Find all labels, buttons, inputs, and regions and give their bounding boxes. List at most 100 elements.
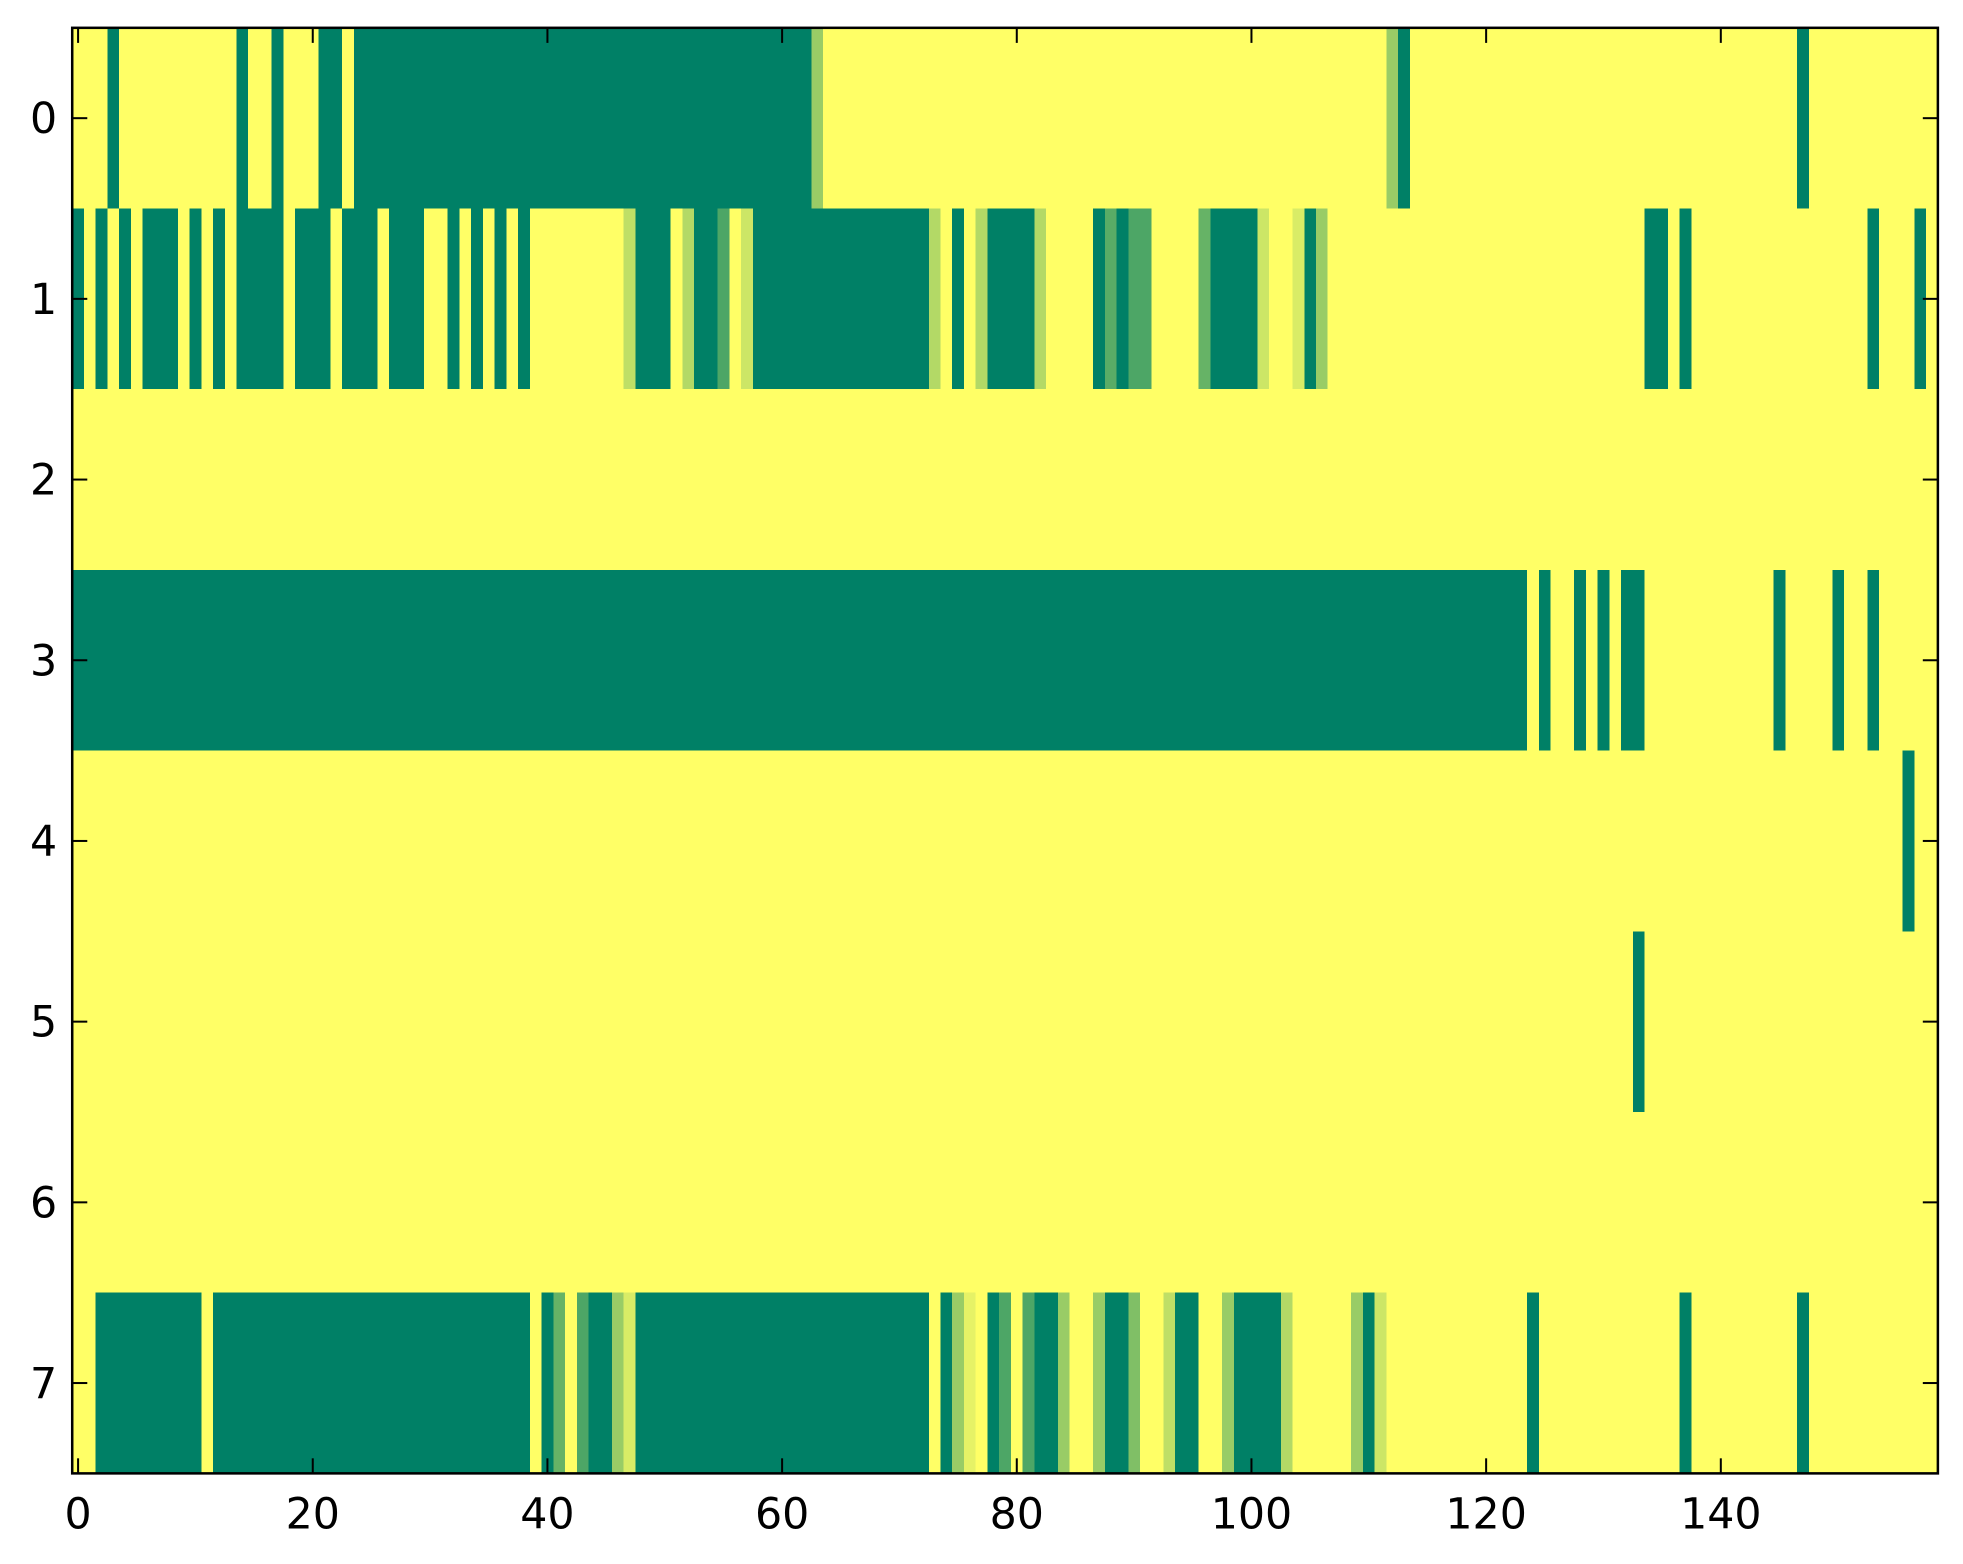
cell bbox=[1374, 750, 1388, 933]
cell bbox=[1644, 1111, 1658, 1294]
cell bbox=[963, 750, 977, 933]
cell bbox=[1386, 27, 1399, 210]
cell bbox=[248, 931, 261, 1113]
cell bbox=[1175, 1292, 1188, 1475]
cell bbox=[1374, 1292, 1388, 1475]
cell bbox=[917, 1292, 930, 1475]
cell bbox=[1362, 1292, 1376, 1475]
x-tick-label: 20 bbox=[286, 1490, 340, 1540]
cell bbox=[1409, 1292, 1423, 1475]
cell bbox=[717, 750, 731, 933]
cell bbox=[482, 1292, 496, 1475]
cell bbox=[823, 569, 836, 752]
cell bbox=[189, 1292, 203, 1475]
cell bbox=[870, 931, 883, 1113]
cell bbox=[1703, 389, 1716, 571]
cell bbox=[435, 1292, 449, 1475]
cell bbox=[1574, 389, 1587, 571]
cell bbox=[1139, 27, 1153, 210]
cell bbox=[1186, 389, 1200, 571]
cell bbox=[1409, 931, 1423, 1113]
cell bbox=[1421, 750, 1435, 933]
cell bbox=[1456, 208, 1470, 390]
cell bbox=[1386, 1292, 1399, 1475]
cell bbox=[236, 1292, 249, 1475]
cell bbox=[1503, 1111, 1517, 1294]
cell bbox=[1104, 208, 1118, 390]
cell bbox=[1656, 208, 1669, 390]
cell bbox=[1245, 931, 1259, 1113]
cell bbox=[917, 569, 930, 752]
cell bbox=[846, 27, 860, 210]
cell bbox=[1175, 1111, 1188, 1294]
cell bbox=[1527, 569, 1540, 752]
cell bbox=[1562, 1111, 1575, 1294]
cell bbox=[834, 569, 848, 752]
cell bbox=[330, 931, 343, 1113]
cell bbox=[1515, 1292, 1528, 1475]
cell bbox=[893, 389, 907, 571]
cell bbox=[1034, 931, 1047, 1113]
cell bbox=[1879, 750, 1892, 933]
cell bbox=[1351, 1292, 1364, 1475]
x-tick-label: 120 bbox=[1445, 1490, 1526, 1540]
cell bbox=[1890, 1111, 1904, 1294]
cell bbox=[588, 389, 601, 571]
cell bbox=[1210, 1111, 1223, 1294]
cell bbox=[1269, 931, 1282, 1113]
cell bbox=[846, 750, 860, 933]
cell bbox=[541, 931, 555, 1113]
cell bbox=[905, 208, 918, 390]
cell bbox=[928, 1111, 942, 1294]
cell bbox=[447, 208, 461, 390]
cell bbox=[623, 1111, 637, 1294]
cell bbox=[1668, 27, 1681, 210]
cell bbox=[1116, 1292, 1130, 1475]
cell bbox=[1386, 569, 1399, 752]
cell bbox=[623, 569, 637, 752]
cell bbox=[928, 389, 942, 571]
cell bbox=[1585, 931, 1599, 1113]
cell bbox=[1104, 1292, 1118, 1475]
cell bbox=[1914, 750, 1927, 933]
cell bbox=[494, 750, 508, 933]
cell bbox=[1890, 569, 1904, 752]
cell bbox=[1621, 750, 1634, 933]
cell bbox=[1233, 750, 1247, 933]
cell bbox=[1609, 27, 1622, 210]
cell bbox=[799, 27, 813, 210]
cell bbox=[1679, 27, 1693, 210]
cell bbox=[1339, 931, 1352, 1113]
cell bbox=[1527, 1111, 1540, 1294]
cell bbox=[999, 208, 1012, 390]
cell bbox=[811, 1111, 824, 1294]
cell bbox=[1750, 1292, 1763, 1475]
cell bbox=[893, 750, 907, 933]
cell bbox=[1057, 569, 1071, 752]
cell bbox=[471, 389, 484, 571]
cell bbox=[975, 569, 989, 752]
y-tick-label: 7 bbox=[30, 1359, 57, 1409]
cell bbox=[576, 27, 590, 210]
cell bbox=[213, 208, 226, 390]
cell bbox=[224, 1292, 238, 1475]
cell bbox=[1703, 1292, 1716, 1475]
cell bbox=[471, 931, 484, 1113]
cell bbox=[1116, 1111, 1130, 1294]
cell bbox=[1233, 931, 1247, 1113]
cell bbox=[1515, 389, 1528, 571]
cell bbox=[107, 208, 120, 390]
cell bbox=[1046, 750, 1059, 933]
cell bbox=[306, 931, 320, 1113]
cell bbox=[342, 27, 355, 210]
cell bbox=[1398, 931, 1411, 1113]
cell bbox=[1163, 1111, 1176, 1294]
cell bbox=[1034, 1292, 1047, 1475]
cell bbox=[353, 1111, 367, 1294]
cell bbox=[1433, 389, 1446, 571]
cell bbox=[1116, 389, 1130, 571]
cell bbox=[1315, 931, 1329, 1113]
cell bbox=[189, 750, 203, 933]
cell bbox=[1409, 389, 1423, 571]
cell bbox=[717, 27, 731, 210]
